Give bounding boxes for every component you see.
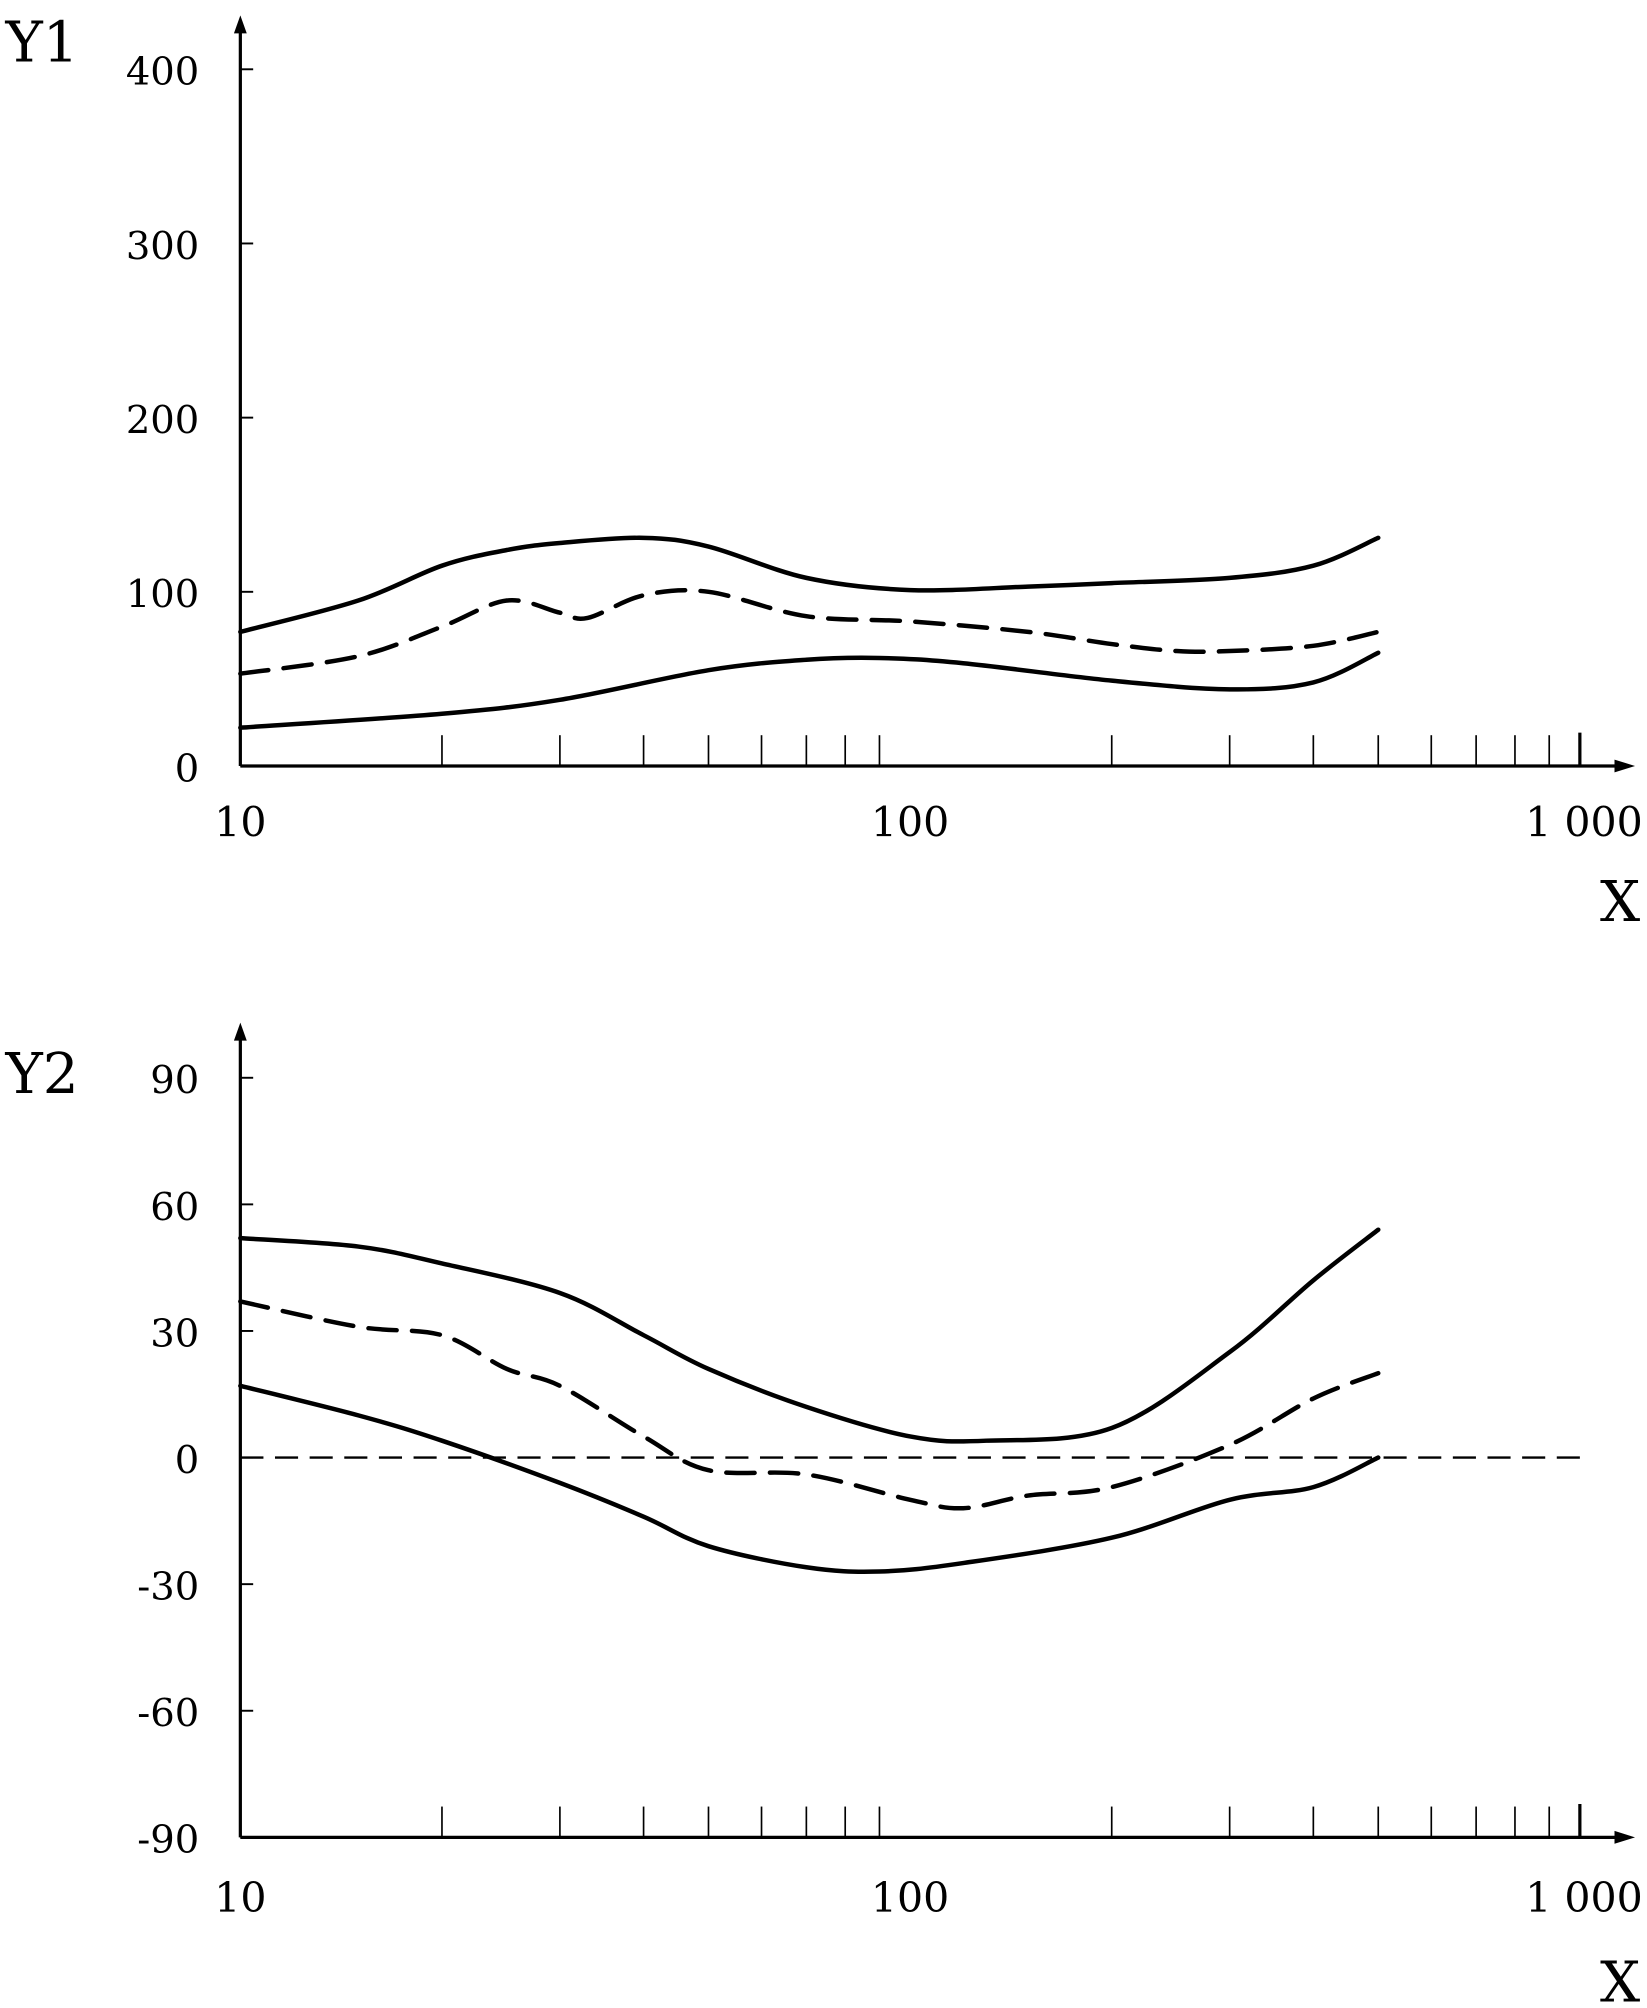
y-tick-label: 300 xyxy=(126,224,199,269)
y-tick-label: 100 xyxy=(126,572,199,617)
x-axis-arrow-icon xyxy=(1614,759,1636,773)
y-axis-label: Y1 xyxy=(5,11,79,76)
y-tick-label: 90 xyxy=(150,1058,199,1103)
y-tick-label: 400 xyxy=(126,50,199,95)
series-line-middle xyxy=(238,587,1381,676)
x-tick-label: 100 xyxy=(871,799,949,847)
series-line-lower xyxy=(238,650,1381,730)
y-axis-arrow-icon xyxy=(233,15,247,34)
x-tick-label: 10 xyxy=(214,1874,266,1922)
y-tick-label: -60 xyxy=(137,1691,199,1736)
chart-panel-2: -90 -60 -30 0 30 60 90 10 100 1 000 Y2 X xyxy=(5,1022,1643,2008)
x-tick-label: 10 xyxy=(214,799,266,847)
x-axis-label: X xyxy=(1600,870,1640,935)
y-tick-label: -30 xyxy=(137,1565,199,1610)
y-tick-label: 200 xyxy=(126,398,199,443)
series-line-upper xyxy=(238,1227,1381,1444)
y-tick-label: 30 xyxy=(150,1311,199,1356)
y-axis-label: Y2 xyxy=(5,1042,79,1107)
series-line-upper xyxy=(238,535,1381,635)
chart-panel-1: 0 100 200 300 400 10 100 1 000 Y1 X xyxy=(5,11,1643,936)
y-tick-label: 60 xyxy=(150,1185,199,1230)
series-line-lower xyxy=(238,1383,1381,1574)
y-tick-label: 0 xyxy=(175,746,200,791)
x-axis-label: X xyxy=(1600,1951,1640,2008)
x-tick-label: 1 000 xyxy=(1525,799,1643,847)
x-tick-label: 1 000 xyxy=(1525,1874,1643,1922)
y-tick-label: 0 xyxy=(175,1438,200,1483)
series-line-middle xyxy=(238,1299,1381,1511)
y-tick-label: -90 xyxy=(137,1818,199,1863)
y-axis-arrow-icon xyxy=(233,1022,247,1041)
x-tick-label: 100 xyxy=(871,1874,949,1922)
x-axis-arrow-icon xyxy=(1614,1830,1636,1844)
